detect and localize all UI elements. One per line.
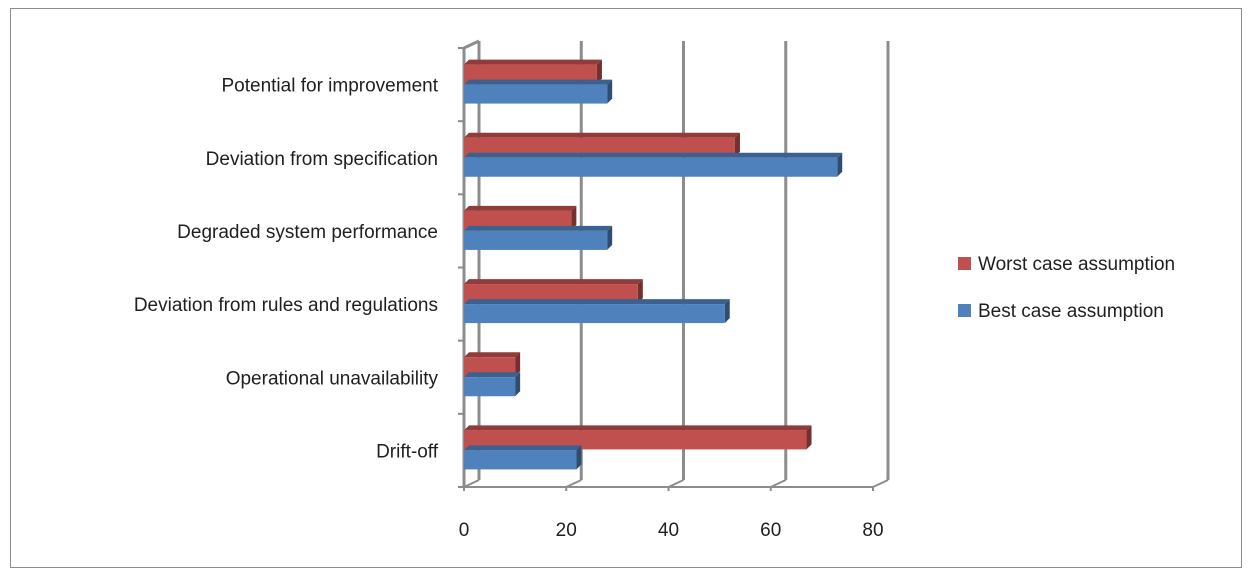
category-labels: Drift-off Operational unavailability Devia… <box>134 76 439 463</box>
bar-worst-potential-improvement <box>464 59 602 84</box>
gridline-floor <box>770 479 787 488</box>
grid-lines <box>463 41 890 488</box>
legend-label: Best case assumption <box>978 301 1164 322</box>
x-tick-label: 0 <box>459 520 470 541</box>
category-label: Operational unavailability <box>226 368 439 389</box>
gridline-floor <box>565 479 582 488</box>
bar-worst-drift-off <box>464 425 812 450</box>
bar-worst-deviation-rules <box>464 279 643 304</box>
legend-item-worst: Worst case assumption <box>958 254 1175 275</box>
bar-best-potential-improvement <box>464 79 613 104</box>
category-label: Drift-off <box>376 441 439 462</box>
legend-label: Worst case assumption <box>978 254 1175 275</box>
x-tick-label: 20 <box>556 520 577 541</box>
bar-best-deviation-rules <box>464 299 730 324</box>
bar-worst-degraded-performance <box>464 205 577 230</box>
legend-swatch <box>958 257 971 270</box>
bar-worst-operational-unavailability <box>464 352 521 377</box>
bar-best-drift-off <box>464 445 582 470</box>
category-label: Degraded system performance <box>177 222 438 243</box>
category-label: Deviation from specification <box>206 149 438 170</box>
legend-swatch <box>958 304 971 317</box>
bar-best-deviation-specification <box>464 152 843 177</box>
bar-best-operational-unavailability <box>464 372 521 397</box>
bar-best-degraded-performance <box>464 225 613 250</box>
axes <box>458 39 874 491</box>
legend-item-best: Best case assumption <box>958 301 1164 322</box>
bars <box>464 59 843 470</box>
category-label: Potential for improvement <box>222 76 439 97</box>
category-label: Deviation from rules and regulations <box>134 295 438 316</box>
x-tick-label: 40 <box>658 520 679 541</box>
x-tick-label: 60 <box>760 520 781 541</box>
gridline-floor <box>668 479 684 488</box>
gridline-floor <box>872 479 889 488</box>
x-tick-label: 80 <box>862 520 883 541</box>
x-tick-labels: 0 20 40 60 80 <box>459 520 884 541</box>
legend: Worst case assumption Best case assumptio… <box>958 254 1175 322</box>
bar-worst-deviation-specification <box>464 132 740 157</box>
gridline-floor <box>463 479 480 488</box>
y-axis-top-edge <box>463 39 480 50</box>
